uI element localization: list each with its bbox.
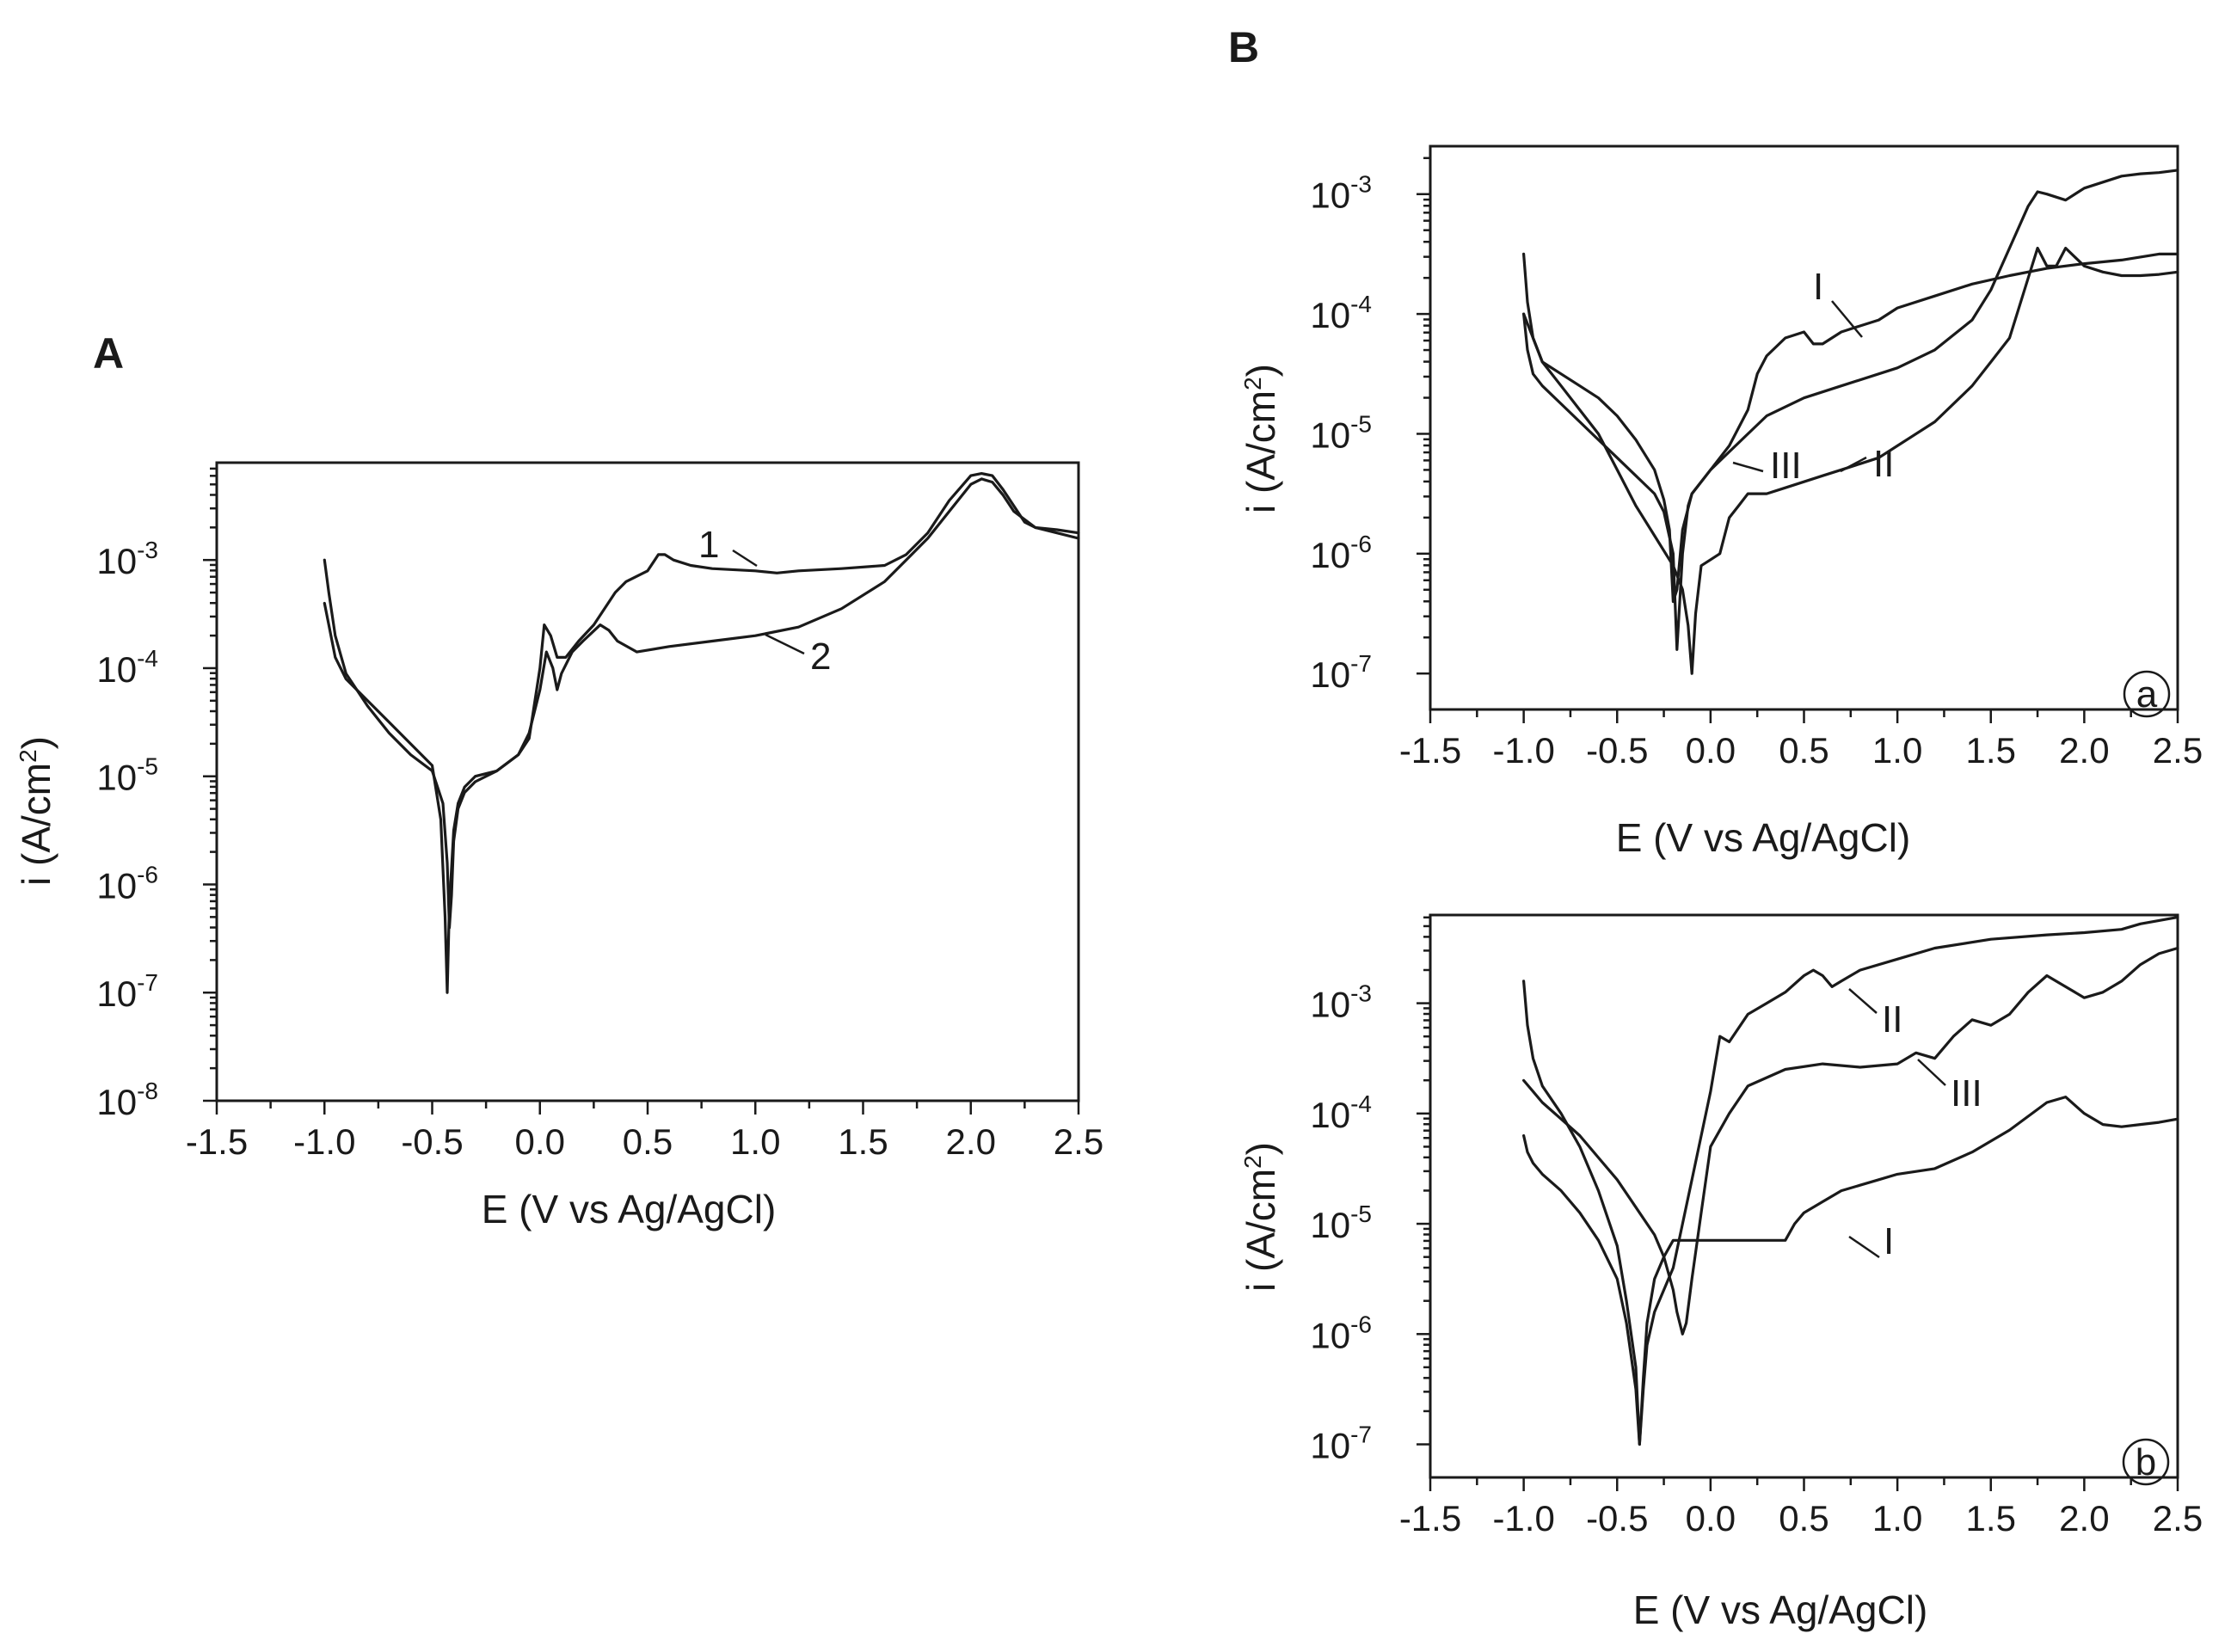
curve-label-leader-1 (732, 549, 758, 568)
curve-label-1: 1 (698, 524, 719, 566)
y-axis-title: i (A/cm2) (1238, 364, 1283, 513)
curve-label-i: I (1884, 1220, 1894, 1262)
curve-label-iii: III (1951, 1072, 1982, 1115)
x-tick-label: -0.5 (1586, 1498, 1648, 1538)
y-axis-title: i (A/cm2) (1238, 1142, 1283, 1292)
series-line-ii (1522, 916, 2179, 1446)
x-axis-title: E (V vs Ag/AgCl) (482, 1187, 777, 1231)
chart-b-a: E (V vs Ag/AgCl) i (A/cm2) I II III a -1… (1238, 144, 2203, 860)
y-tick-label: 10-3 (96, 537, 158, 581)
x-tick-label: 0.5 (1779, 730, 1828, 771)
panel-label-b: B (1228, 23, 1259, 71)
x-tick-label: 0.0 (1686, 1498, 1736, 1538)
x-axis-title: E (V vs Ag/AgCl) (1616, 815, 1911, 860)
curve-label-leader-ii (1848, 988, 1878, 1014)
y-tick-label: 10-3 (1310, 980, 1372, 1025)
series-line-iii (1522, 946, 2179, 1336)
curve-label-iii: III (1770, 445, 1802, 487)
y-tick-label: 10-3 (1310, 171, 1372, 216)
x-tick-label: -1.5 (1399, 1498, 1461, 1538)
plot-frame (1429, 144, 2179, 711)
x-tick-label: -1.0 (1492, 730, 1554, 771)
x-tick-label: 2.0 (2059, 730, 2109, 771)
curve-label-leader-iii (1732, 461, 1764, 473)
curve-label-2: 2 (810, 636, 831, 678)
curve-label-leader-2 (765, 633, 805, 655)
y-tick-label: 10-4 (96, 645, 158, 690)
x-tick-label: -0.5 (401, 1121, 463, 1162)
series-line-2 (323, 477, 1080, 994)
y-tick-label: 10-7 (1310, 1422, 1372, 1466)
subpanel-badge-b (2122, 1438, 2170, 1486)
x-tick-label: 2.5 (1054, 1121, 1103, 1162)
series-line-iii (1522, 169, 2179, 651)
x-axis-title: E (V vs Ag/AgCl) (1633, 1588, 1928, 1632)
x-tick-label: 1.0 (730, 1121, 780, 1162)
series-line-i (1522, 252, 2179, 604)
y-tick-label: 10-4 (1310, 291, 1372, 335)
x-tick-label: 1.0 (1872, 1498, 1922, 1538)
curve-label-leader-i (1831, 300, 1863, 338)
y-tick-label: 10-6 (1310, 1311, 1372, 1355)
x-tick-label: 2.5 (2153, 730, 2203, 771)
x-tick-label: -1.5 (1399, 730, 1461, 771)
x-tick-label: 0.0 (1686, 730, 1736, 771)
chart-a: E (V vs Ag/AgCl) i (A/cm2) 1 2 -1.5 -1.0 -… (14, 461, 1103, 1231)
y-tick-label: 10-8 (96, 1078, 158, 1122)
y-tick-label: 10-5 (1310, 410, 1372, 455)
y-tick-label: 10-5 (96, 753, 158, 798)
x-tick-label: -1.5 (186, 1121, 248, 1162)
curve-label-leader-i (1848, 1235, 1880, 1259)
y-tick-label: 10-6 (96, 861, 158, 906)
x-tick-label: 1.0 (1872, 730, 1922, 771)
chart-b-b: E (V vs Ag/AgCl) i (A/cm2) I II III b -1… (1238, 913, 2203, 1632)
y-tick-label: 10-6 (1310, 531, 1372, 575)
curve-label-ii: II (1882, 998, 1902, 1041)
x-tick-label: 1.5 (1966, 1498, 2016, 1538)
plot-frame (1429, 913, 2179, 1479)
series-line-i (1522, 1096, 2179, 1446)
x-tick-label: 1.5 (838, 1121, 888, 1162)
series-line-ii (1522, 246, 2179, 675)
y-tick-label: 10-4 (1310, 1090, 1372, 1135)
x-tick-label: -1.0 (293, 1121, 355, 1162)
x-tick-label: 0.5 (623, 1121, 673, 1162)
x-tick-label: 0.5 (1779, 1498, 1828, 1538)
x-tick-label: 2.0 (2059, 1498, 2109, 1538)
x-tick-label: 2.5 (2153, 1498, 2203, 1538)
x-tick-label: 2.0 (946, 1121, 996, 1162)
plot-frame (215, 461, 1080, 1102)
curve-label-leader-iii (1917, 1059, 1946, 1086)
subpanel-badge-a (2123, 670, 2171, 718)
x-tick-label: -1.0 (1492, 1498, 1554, 1538)
panel-label-a: A (93, 329, 124, 378)
y-tick-label: 10-5 (1310, 1201, 1372, 1245)
y-tick-label: 10-7 (1310, 650, 1372, 695)
x-tick-label: -0.5 (1586, 730, 1648, 771)
series-line-1 (323, 472, 1080, 930)
curve-label-i: I (1813, 266, 1823, 308)
x-tick-label: 0.0 (515, 1121, 565, 1162)
y-axis-title: i (A/cm2) (14, 736, 58, 886)
x-tick-label: 1.5 (1966, 730, 2016, 771)
y-tick-label: 10-7 (96, 969, 158, 1014)
